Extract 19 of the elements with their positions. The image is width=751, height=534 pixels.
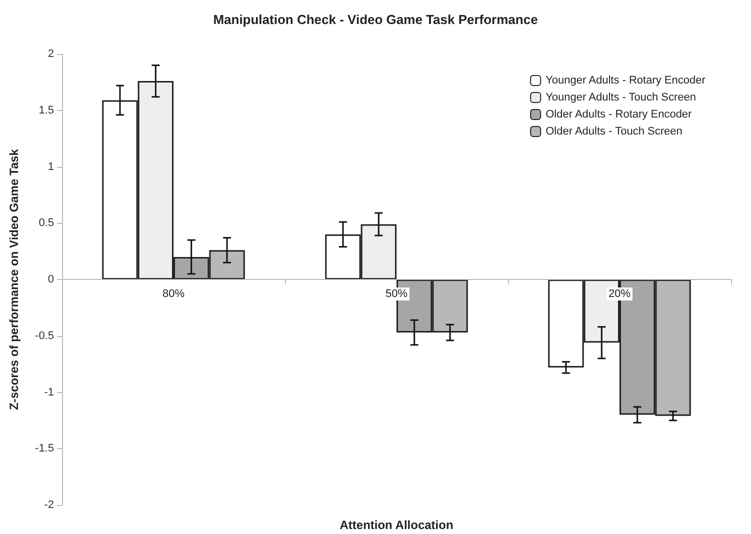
legend-label: Older Adults - Touch Screen — [546, 126, 682, 138]
y-tick-label: 2 — [48, 48, 54, 60]
x-tick-label: 20% — [608, 288, 631, 300]
y-tick-label: 1 — [48, 160, 54, 173]
x-tick-label: 80% — [162, 288, 185, 300]
y-tick-label: -0.5 — [35, 330, 54, 342]
legend-label: Younger Adults - Touch Screen — [546, 92, 696, 104]
x-axis-title: Attention Allocation — [340, 518, 454, 532]
legend-label: Younger Adults - Rotary Encoder — [546, 74, 706, 86]
chart-title: Manipulation Check - Video Game Task Performance — [213, 12, 538, 27]
y-tick-label: -1 — [44, 386, 54, 398]
legend-label: Older Adults - Rotary Encoder — [546, 108, 692, 120]
y-tick-label: -1.5 — [35, 442, 54, 455]
y-tick-label: -2 — [44, 499, 54, 511]
y-tick-label: 1.5 — [38, 104, 54, 116]
y-axis-title: Z-scores of performance on Video Game Task — [7, 148, 21, 410]
y-tick-label: 0 — [48, 274, 54, 286]
x-tick-label: 50% — [385, 288, 408, 300]
y-tick-label: 0.5 — [38, 217, 54, 230]
